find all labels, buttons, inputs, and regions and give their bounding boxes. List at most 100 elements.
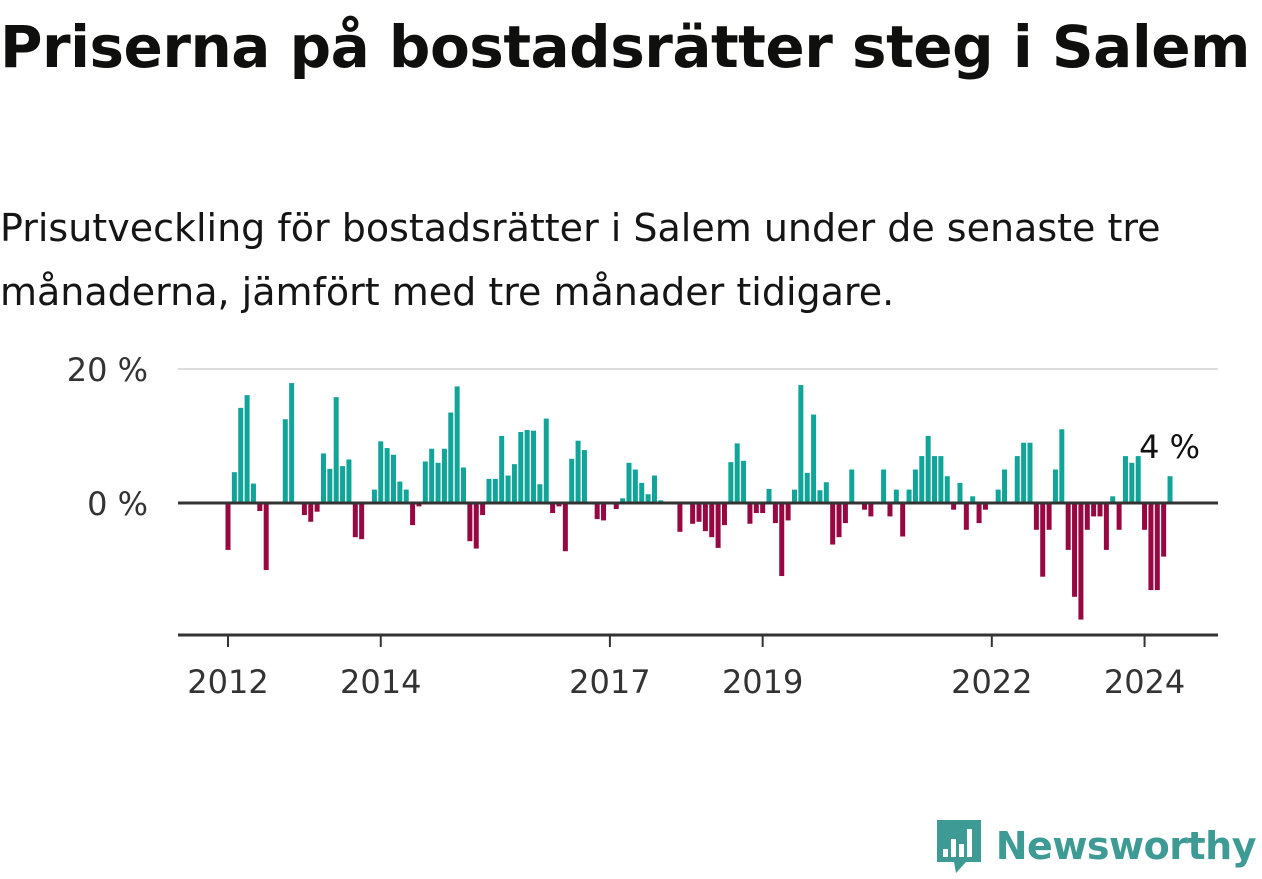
bar [467, 503, 473, 542]
bar [378, 441, 384, 503]
bar [390, 454, 396, 503]
bar [849, 469, 855, 503]
bar [524, 429, 530, 503]
bar [473, 503, 479, 549]
bar [1072, 503, 1078, 597]
bar [982, 503, 988, 510]
y-tick-label: 20 % [67, 351, 148, 389]
bar [900, 503, 906, 537]
bar [1091, 503, 1097, 517]
bar [461, 467, 466, 503]
bar [887, 503, 893, 517]
bar [868, 503, 874, 517]
bar [410, 503, 416, 526]
x-tick-label: 2017 [569, 663, 650, 700]
bar [581, 450, 587, 503]
bar [811, 414, 817, 503]
bar [441, 448, 447, 503]
bar [1103, 503, 1109, 550]
bar [760, 503, 766, 514]
bar [651, 475, 657, 503]
bar [594, 503, 600, 520]
bar [753, 503, 759, 514]
bar [340, 466, 346, 503]
bar [225, 503, 231, 550]
bar [1142, 503, 1148, 530]
bar [715, 503, 721, 548]
bar [422, 461, 428, 503]
brand-name: Newsworthy [995, 824, 1257, 868]
x-tick-label: 2022 [951, 663, 1032, 700]
bar [626, 462, 632, 503]
bar [486, 478, 492, 503]
bar [893, 489, 899, 503]
x-tick-label: 2014 [340, 663, 421, 700]
bar [804, 472, 810, 503]
bar [263, 503, 269, 570]
x-tick-label: 2012 [187, 663, 268, 700]
bar [257, 503, 263, 512]
bar [403, 489, 409, 503]
bar [932, 456, 938, 503]
bar [371, 489, 377, 503]
bar [537, 484, 543, 503]
bar [823, 482, 829, 503]
chart-title: Priserna på bostadsrätter steg i Salem [0, 13, 1250, 81]
bar [1135, 456, 1141, 503]
bar [970, 496, 976, 503]
bar [282, 419, 288, 503]
bar [728, 462, 734, 503]
bar [702, 503, 708, 532]
bar [1052, 469, 1058, 503]
x-tick-label: 2019 [722, 663, 803, 700]
bar [569, 458, 575, 503]
bar [721, 503, 727, 526]
bar [1116, 503, 1122, 530]
bar [384, 448, 390, 503]
bar [454, 386, 460, 503]
bar [1014, 456, 1020, 503]
bar [747, 503, 753, 524]
bar [862, 503, 867, 510]
bar [238, 407, 244, 503]
y-tick-label: 0 % [87, 485, 148, 523]
bar [346, 459, 352, 503]
brand-footer: Newsworthy [934, 817, 1257, 875]
bar [601, 503, 607, 521]
bar [836, 503, 842, 538]
bar [1046, 503, 1052, 530]
bar [696, 503, 702, 522]
bar [499, 436, 505, 503]
bar [1059, 429, 1065, 503]
bar [613, 503, 619, 510]
bar [842, 503, 848, 524]
bar [632, 469, 638, 503]
bar [639, 482, 645, 503]
bar [1122, 456, 1128, 503]
bar [1129, 462, 1135, 503]
bar [289, 383, 295, 503]
bar [830, 503, 836, 545]
bar-chart: 0 % 20 % 2012 2014 2017 2019 2022 2024 4 % [67, 351, 1218, 700]
bar [480, 503, 486, 516]
bar [492, 478, 498, 503]
bar [518, 431, 524, 503]
bar [320, 453, 326, 503]
bar [575, 440, 581, 503]
bar [416, 503, 422, 507]
bar [244, 395, 250, 503]
bar [995, 489, 1001, 503]
bar [352, 503, 358, 538]
bar [785, 503, 791, 521]
chart-subtitle: Prisutveckling för bostadsrätter i Salem… [0, 206, 1161, 314]
bar [817, 490, 823, 503]
bar [1027, 442, 1033, 503]
bar [772, 503, 778, 524]
bar [543, 418, 549, 503]
bar [944, 476, 950, 503]
bar [333, 397, 339, 503]
bar [1040, 503, 1046, 577]
bar [690, 503, 696, 524]
bar [1021, 442, 1027, 503]
bar [301, 503, 307, 516]
